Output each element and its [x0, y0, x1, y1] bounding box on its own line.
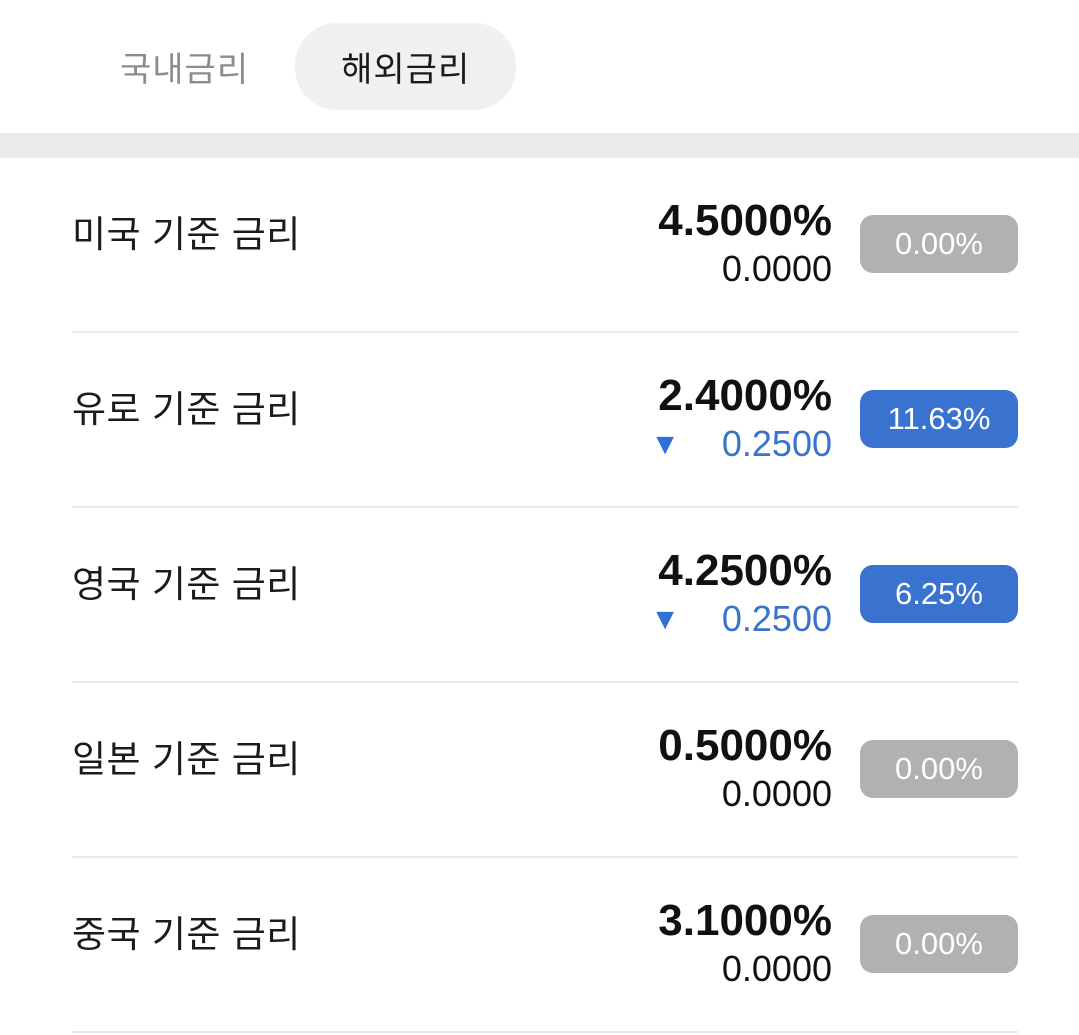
tab-domestic-rates[interactable]: 국내금리: [120, 51, 250, 89]
rate-change-line: ▼ 0.0000: [722, 246, 832, 293]
rate-row[interactable]: 유로 기준 금리 2.4000% ▼ 0.2500 11.63%: [72, 333, 1018, 508]
rate-current-value: 2.4000%: [658, 371, 832, 420]
rate-change-amount: 0.0000: [721, 248, 832, 290]
change-percent-badge: 0.00%: [860, 740, 1018, 799]
rate-value-column: 3.1000% ▼ 0.0000: [642, 896, 832, 993]
change-percent-badge: 0.00%: [860, 915, 1018, 974]
tab-overseas-rates[interactable]: 해외금리: [295, 23, 517, 110]
rate-values-group: 3.1000% ▼ 0.0000 0.00%: [642, 896, 1018, 993]
rate-current-value: 4.5000%: [658, 196, 832, 245]
rate-values-group: 2.4000% ▼ 0.2500 11.63%: [642, 371, 1018, 468]
rate-name: 일본 기준 금리: [72, 739, 301, 780]
rate-tabs: 국내금리 해외금리: [0, 0, 1079, 133]
rate-current-value: 0.5000%: [658, 721, 832, 770]
rate-name: 영국 기준 금리: [72, 564, 301, 605]
change-percent-badge: 0.00%: [860, 215, 1018, 274]
rate-name: 중국 기준 금리: [72, 914, 301, 955]
rate-change-line: ▼ 0.0000: [722, 771, 832, 818]
rate-values-group: 4.5000% ▼ 0.0000 0.00%: [642, 196, 1018, 293]
rate-change-amount: 0.2500: [721, 423, 832, 465]
rate-row[interactable]: 일본 기준 금리 0.5000% ▼ 0.0000 0.00%: [72, 683, 1018, 858]
down-triangle-icon: ▼: [650, 427, 680, 461]
rate-row[interactable]: 영국 기준 금리 4.2500% ▼ 0.2500 6.25%: [72, 508, 1018, 683]
rate-change-amount: 0.0000: [721, 773, 832, 815]
rate-value-column: 0.5000% ▼ 0.0000: [642, 721, 832, 818]
rate-change-line: ▼ 0.0000: [722, 946, 832, 993]
rate-change-line: ▼ 0.2500: [650, 596, 832, 643]
change-percent-badge: 6.25%: [860, 565, 1018, 624]
rates-list: 미국 기준 금리 4.5000% ▼ 0.0000 0.00% 유로 기준 금리…: [0, 158, 1079, 1033]
down-triangle-icon: ▼: [650, 602, 680, 636]
rate-current-value: 3.1000%: [658, 896, 832, 945]
rate-values-group: 0.5000% ▼ 0.0000 0.00%: [642, 721, 1018, 818]
rate-row[interactable]: 중국 기준 금리 3.1000% ▼ 0.0000 0.00%: [72, 858, 1018, 1033]
rate-change-amount: 0.2500: [721, 598, 832, 640]
rate-name: 미국 기준 금리: [72, 214, 301, 255]
rate-change-amount: 0.0000: [721, 948, 832, 990]
change-percent-badge: 11.63%: [860, 390, 1018, 449]
rate-values-group: 4.2500% ▼ 0.2500 6.25%: [642, 546, 1018, 643]
rate-name: 유로 기준 금리: [72, 389, 301, 430]
rate-value-column: 4.2500% ▼ 0.2500: [642, 546, 832, 643]
rate-row[interactable]: 미국 기준 금리 4.5000% ▼ 0.0000 0.00%: [72, 158, 1018, 333]
rate-current-value: 4.2500%: [658, 546, 832, 595]
rate-change-line: ▼ 0.2500: [650, 421, 832, 468]
rate-value-column: 4.5000% ▼ 0.0000: [642, 196, 832, 293]
rate-value-column: 2.4000% ▼ 0.2500: [642, 371, 832, 468]
section-separator-band: [0, 133, 1079, 158]
